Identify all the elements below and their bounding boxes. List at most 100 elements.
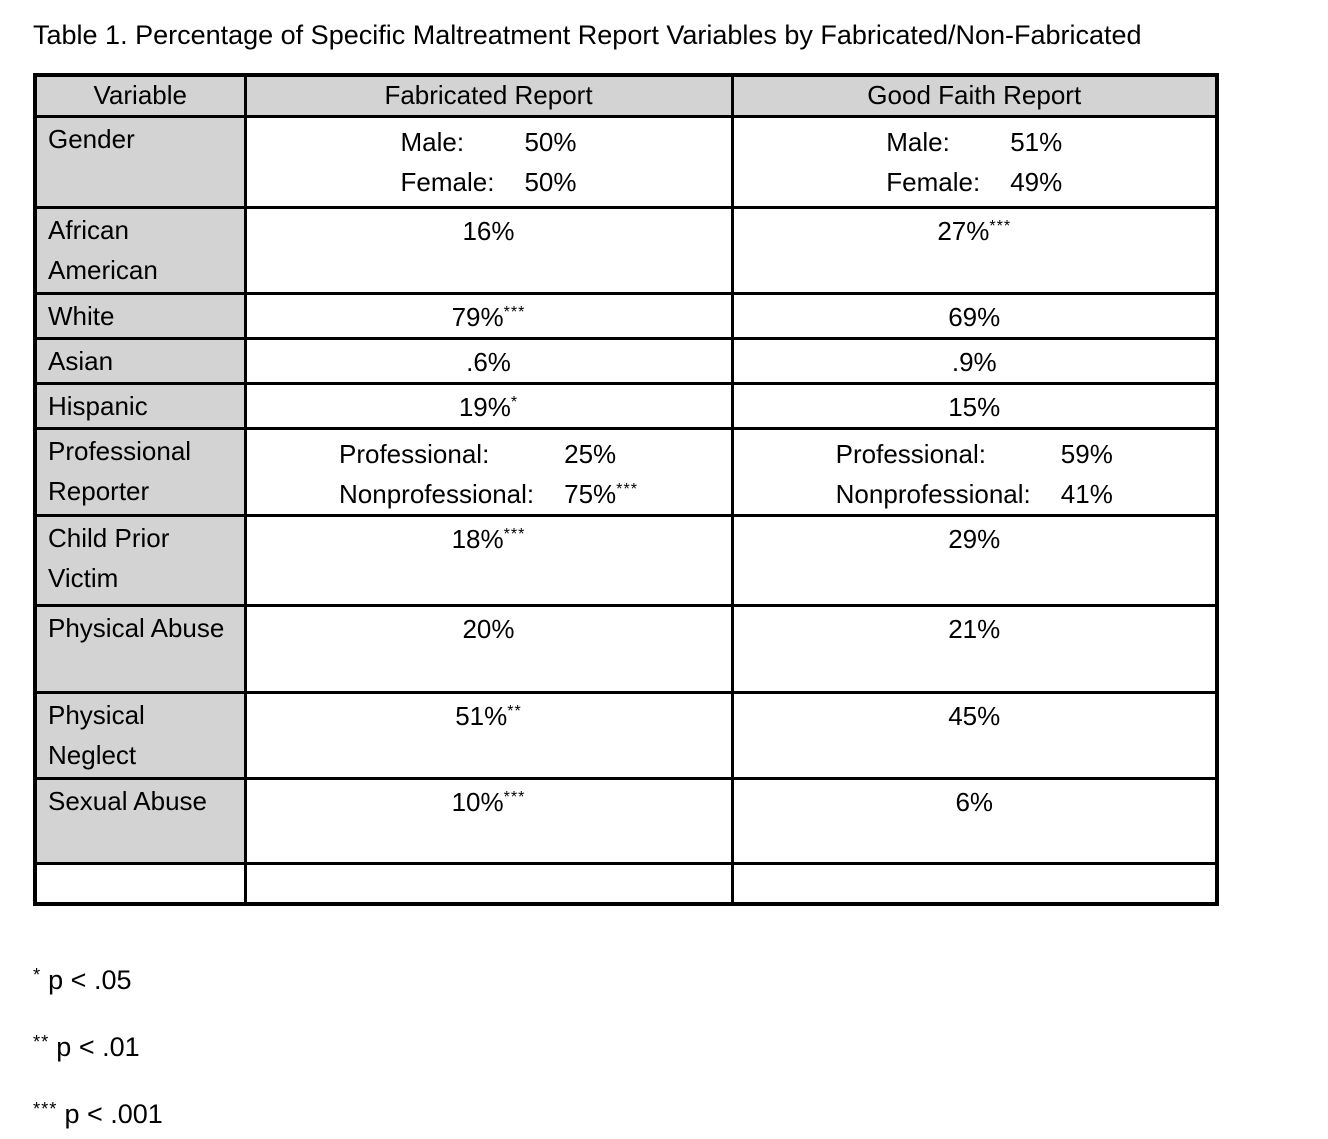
pair-label: Professional: [835,438,986,469]
variable-cell: Asian [33,336,247,385]
table-header: Variable Fabricated Report Good Faith Re… [33,73,1219,118]
table-row: Professional Reporter Professional: 25% Non… [33,426,1219,517]
cell-value: 6% [955,782,993,822]
percentage-value: 49% [1010,166,1063,197]
cell-value: 15% [948,387,1001,426]
table-row: Child Prior Victim 18%*** 29% [33,513,1219,607]
cell-value: .6% [466,342,511,381]
variable-label: Physical Abuse [48,612,225,643]
significance-marker: * [510,392,519,411]
variable-cell: Physical Abuse [33,603,247,694]
header-row: Variable Fabricated Report Good Faith Re… [33,73,1219,118]
label-value-pairs: Male: 51% Female: 49% [886,120,1062,202]
percentage-value: 18% [451,523,504,554]
pair-label: Female: [400,166,495,197]
good-faith-report-cell: .9% [730,336,1219,385]
cell-value: 79%*** [452,297,526,336]
cell-value: 29% [948,519,1000,559]
pair-value: 50% [524,122,576,162]
cell-value: 10%*** [452,782,526,822]
pair-value: 59% [1061,434,1113,474]
cell-value: 18%*** [452,519,526,559]
table-row: White 79%*** 69% [33,291,1219,340]
cell-value: 20% [462,609,514,649]
variable-label: Sexual Abuse [48,785,208,816]
good-faith-report-cell [730,861,1219,906]
table-row: Asian .6% .9% [33,336,1219,385]
pair-label: Nonprofessional: [339,478,535,509]
footnote-text: p < .001 [64,1099,163,1129]
fabricated-report-cell: 16% [243,205,734,295]
percentage-value: 50% [524,166,577,197]
footnote: ** p < .01 [33,1027,1308,1067]
fabricated-report-cell [243,861,734,906]
footnote: *** p < .001 [33,1094,1308,1134]
pair-label: Female: [886,166,981,197]
significance-marker: *** [989,216,1012,235]
footnote-marker: *** [33,1097,58,1119]
maltreatment-report-table: Variable Fabricated Report Good Faith Re… [33,73,1219,906]
percentage-value: 15% [948,391,1001,422]
variable-label: Professional Reporter [48,435,192,506]
fabricated-report-cell: 19%* [243,381,734,430]
table-row: African American 16% 27%*** [33,205,1219,295]
pair-label: Professional: [339,438,490,469]
significance-marker: *** [503,787,526,806]
percentage-value: 20% [462,613,515,644]
pair-value: 75%*** [564,474,638,513]
pair-label: Male: [400,126,465,157]
good-faith-report-cell: 27%*** [730,205,1219,295]
percentage-value: 59% [1060,438,1113,469]
variable-cell: White [33,291,247,340]
table-caption: Table 1. Percentage of Specific Maltreat… [33,20,1142,50]
table-row: Sexual Abuse 10%*** 6% [33,776,1219,865]
percentage-value: .9% [951,346,997,377]
variable-cell: Hispanic [33,381,247,430]
footnote-marker: ** [33,1030,50,1052]
pair-value: 25% [564,434,638,474]
fabricated-report-cell: .6% [243,336,734,385]
percentage-value: 25% [564,438,617,469]
fabricated-report-cell: 20% [243,603,734,694]
cell-value: 19%* [458,387,519,426]
variable-cell: Physical Neglect [33,690,247,780]
percentage-value: 69% [948,301,1001,332]
percentage-value: 19% [458,391,511,422]
table-row: Hispanic 19%* 15% [33,381,1219,430]
cell-value: 51%** [455,696,522,736]
percentage-value: .6% [466,346,511,377]
significance-footnotes: * p < .05 ** p < .01 *** p < .001 [33,960,1308,1134]
percentage-value: 21% [948,613,1001,644]
cell-value: 16% [462,211,514,251]
variable-label: Child Prior Victim [48,522,170,593]
percentage-value: 41% [1060,478,1113,509]
percentage-value: 50% [524,126,577,157]
pair-value: 50% [524,162,576,202]
percentage-value: 6% [955,786,994,817]
percentage-value: 51% [1010,126,1063,157]
good-faith-report-cell: Professional: 59% Nonprofessional: 41% [730,426,1219,517]
cell-value: .9% [951,342,997,381]
pair-label: Nonprofessional: [835,478,1031,509]
footnote-text: p < .05 [48,965,132,995]
pair-value: 51% [1010,122,1062,162]
good-faith-report-cell: 29% [730,513,1219,607]
cell-value: 21% [948,609,1000,649]
percentage-value: 75% [564,478,617,509]
good-faith-report-cell: 6% [730,776,1219,865]
fabricated-report-cell: 79%*** [243,291,734,340]
variable-cell: Child Prior Victim [33,513,247,607]
pair-label: Male: [886,126,950,157]
good-faith-report-cell: 15% [730,381,1219,430]
percentage-value: 27% [937,215,990,246]
variable-label: White [48,300,115,331]
footnote-marker: * [33,963,42,985]
column-header-good-faith-report: Good Faith Report [730,73,1219,118]
fabricated-report-cell: Male: 50% Female: 50% [243,114,734,209]
column-header-fabricated-report: Fabricated Report [243,73,734,118]
percentage-value: 16% [462,215,515,246]
percentage-value: 29% [948,523,1001,554]
good-faith-report-cell: Male: 51% Female: 49% [730,114,1219,209]
fabricated-report-cell: 10%*** [243,776,734,865]
variable-label: Gender [48,123,135,154]
